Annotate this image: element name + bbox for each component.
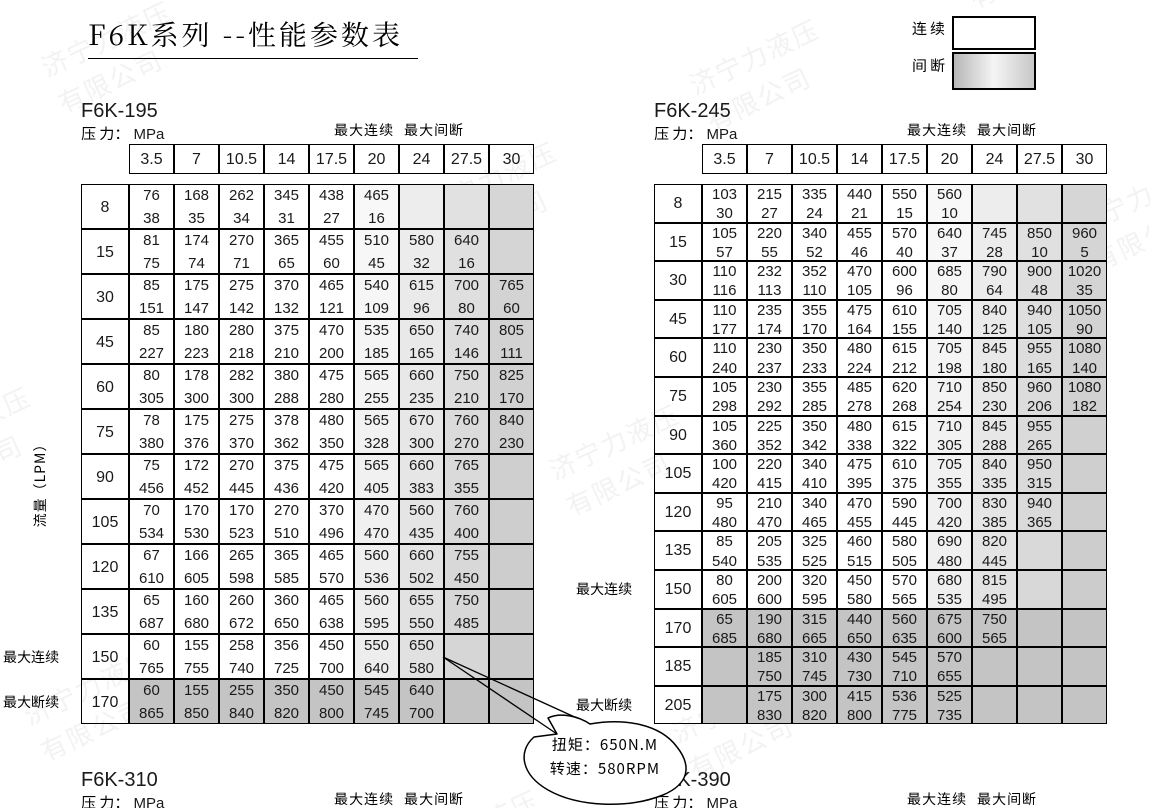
svg-text:扭矩：650N.M: 扭矩：650N.M — [552, 734, 658, 755]
svg-text:转速：580RPM: 转速：580RPM — [550, 758, 660, 779]
